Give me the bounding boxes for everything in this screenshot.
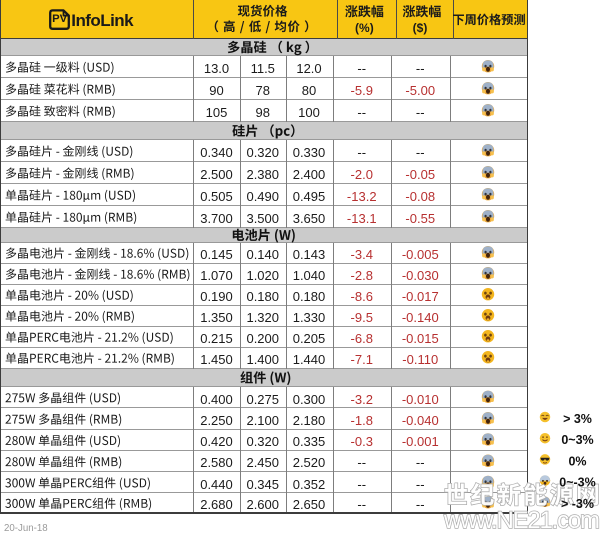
svg-text:> -3%: > -3% <box>561 497 594 511</box>
svg-text:0~-3%: 0~-3% <box>559 476 595 490</box>
svg-text:0%: 0% <box>568 454 586 468</box>
svg-text:> 3%: > 3% <box>563 412 592 426</box>
svg-text:0~3%: 0~3% <box>561 433 593 447</box>
